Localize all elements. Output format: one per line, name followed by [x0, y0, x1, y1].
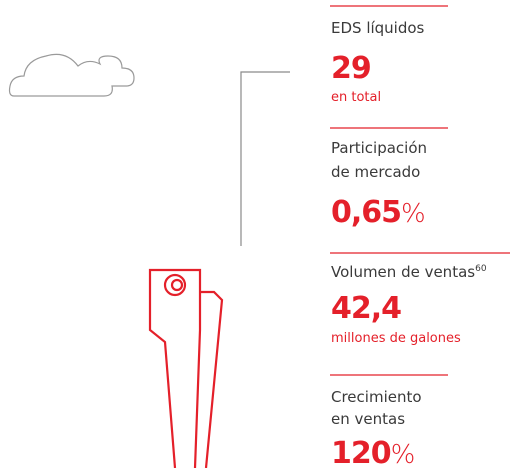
infographic: EDS líquidos 29 en total Participación d…	[0, 0, 514, 468]
stat-label: en ventas	[331, 410, 405, 428]
stat-value-line: 0,65%	[331, 195, 426, 230]
stat-value: 42,4	[331, 291, 401, 326]
stat-unit: %	[401, 199, 426, 229]
stat-label: Participación	[331, 139, 427, 157]
cloud-icon	[10, 54, 135, 96]
pump-icon	[150, 270, 222, 468]
connector-line	[241, 72, 290, 246]
stat-label: de mercado	[331, 163, 420, 181]
stat-value: 0,65	[331, 195, 401, 230]
stat-label: EDS líquidos	[331, 19, 425, 37]
stat-label: Crecimiento	[331, 388, 422, 406]
stat-label: Volumen de ventas	[331, 263, 475, 281]
footnote: 60	[475, 264, 487, 274]
stat-value: 120	[331, 436, 391, 468]
stat-value-line: 120%	[331, 436, 415, 468]
stat-note: en total	[331, 90, 381, 105]
stat-label-line: Volumen de ventas60	[331, 263, 487, 281]
stat-value: 29	[331, 51, 371, 86]
stat-unit: %	[391, 440, 416, 468]
stat-note: millones de galones	[331, 331, 461, 346]
